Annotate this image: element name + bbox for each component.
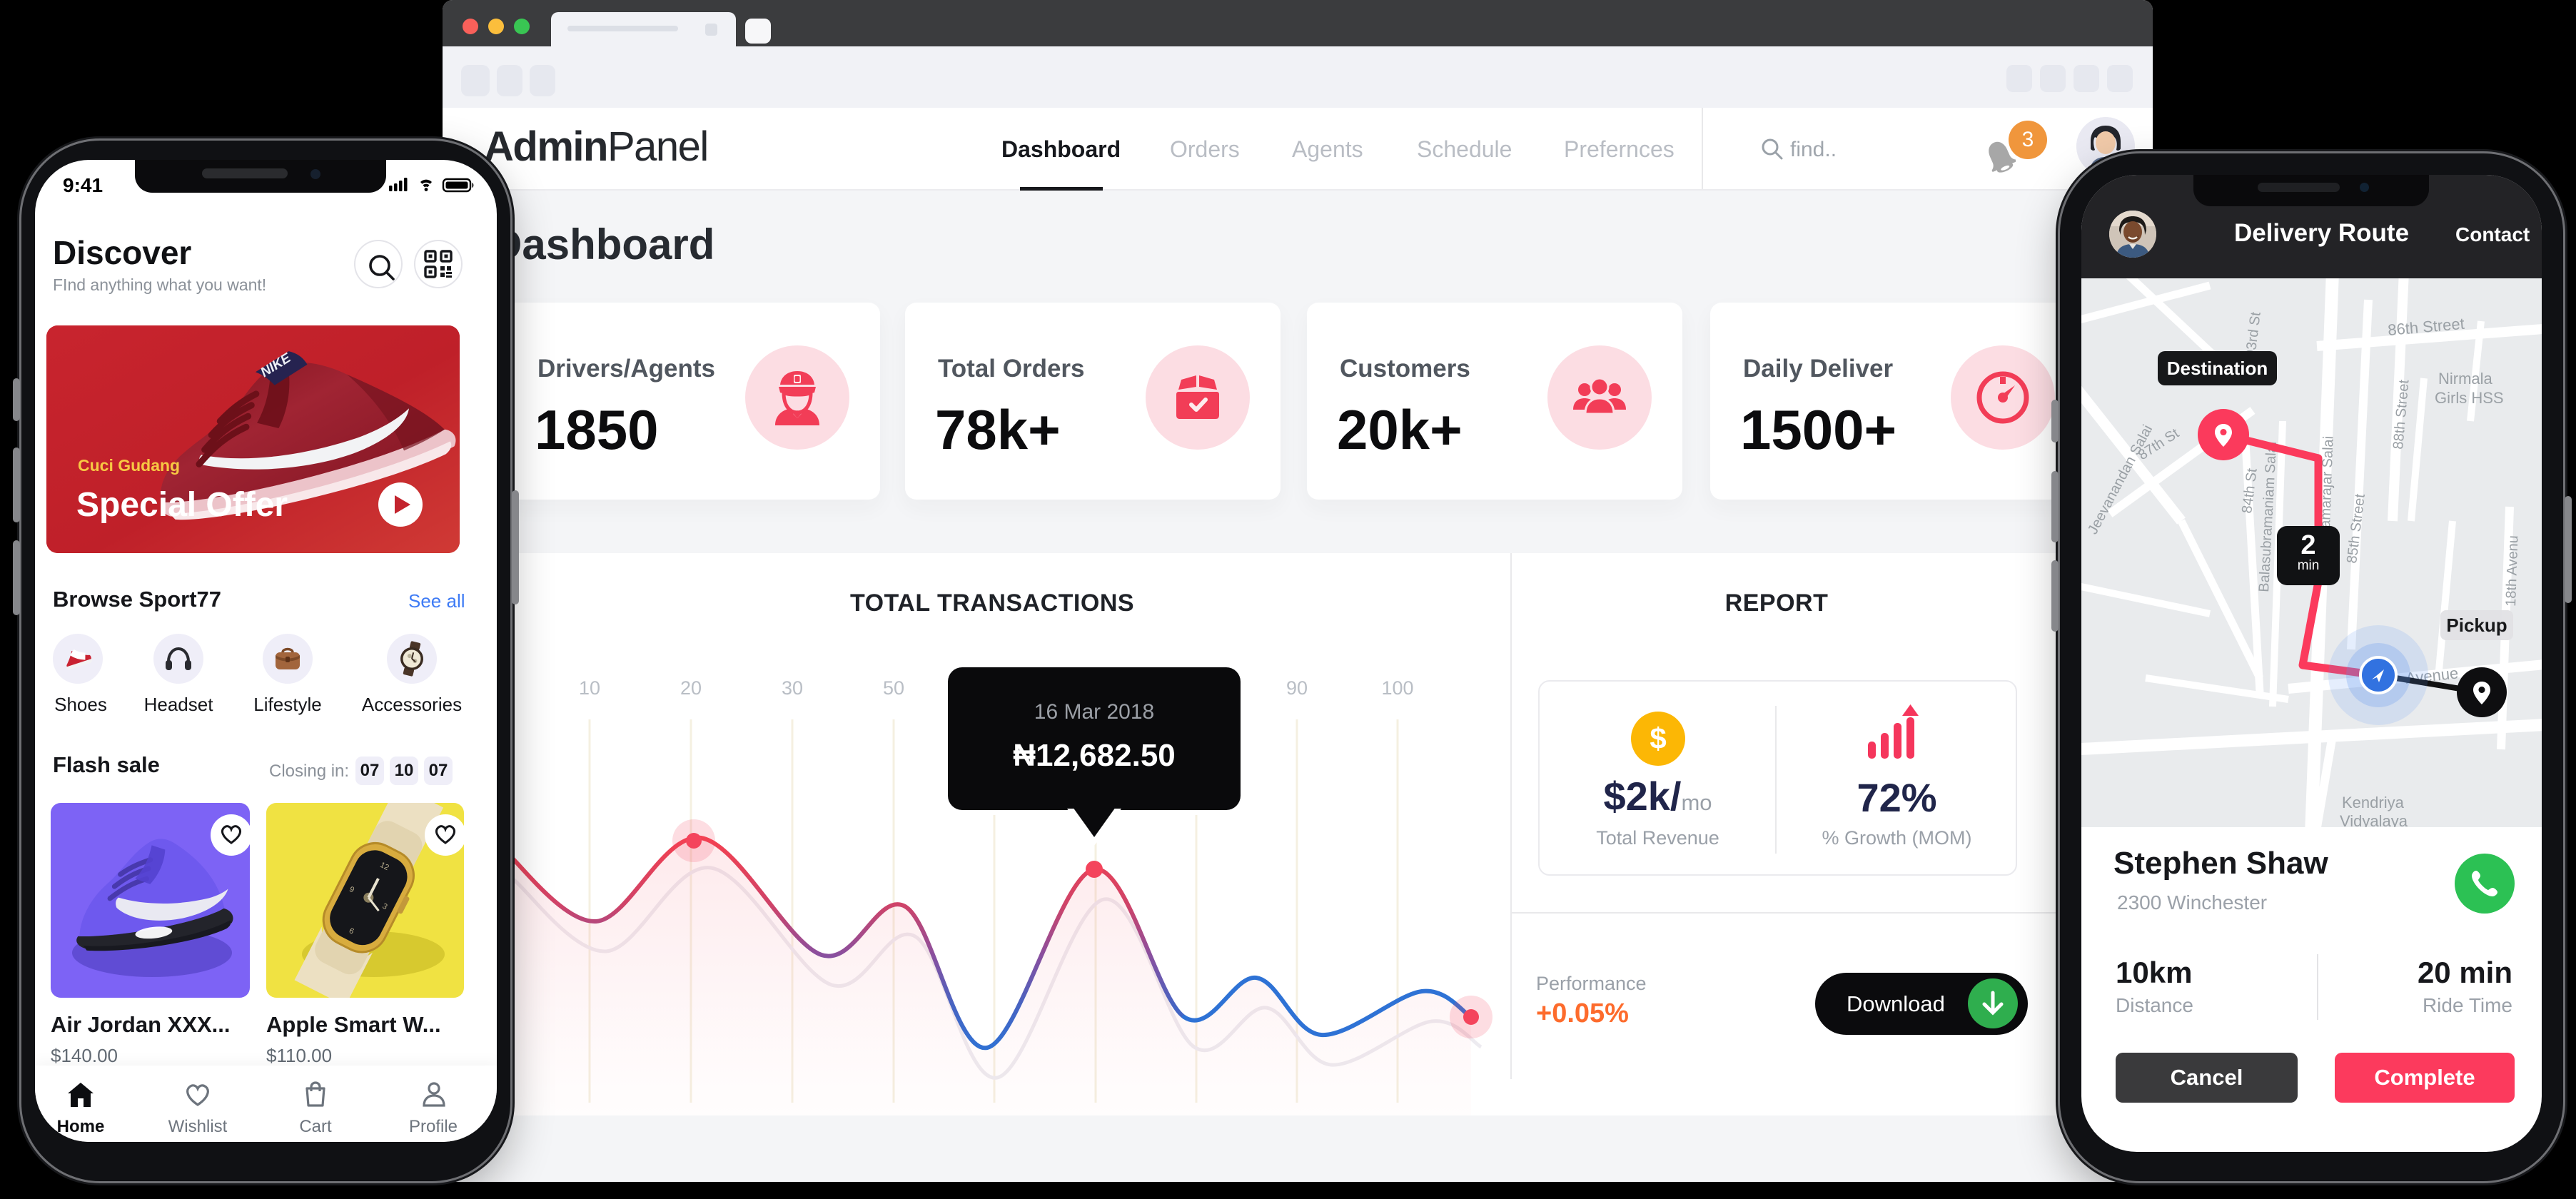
svg-text:Nirmala: Nirmala: [2438, 370, 2493, 388]
svg-text:Girls HSS: Girls HSS: [2435, 389, 2504, 407]
svg-text:12: 12: [378, 861, 390, 872]
svg-text:6: 6: [348, 926, 355, 936]
svg-text:Vidyalaya: Vidyalaya: [2340, 812, 2408, 827]
svg-text:$: $: [1650, 722, 1666, 755]
svg-text:9: 9: [348, 885, 355, 894]
svg-text:18th Avenu: 18th Avenu: [2503, 535, 2521, 607]
svg-text:3: 3: [381, 902, 389, 911]
svg-text:Kendriya: Kendriya: [2342, 794, 2405, 811]
